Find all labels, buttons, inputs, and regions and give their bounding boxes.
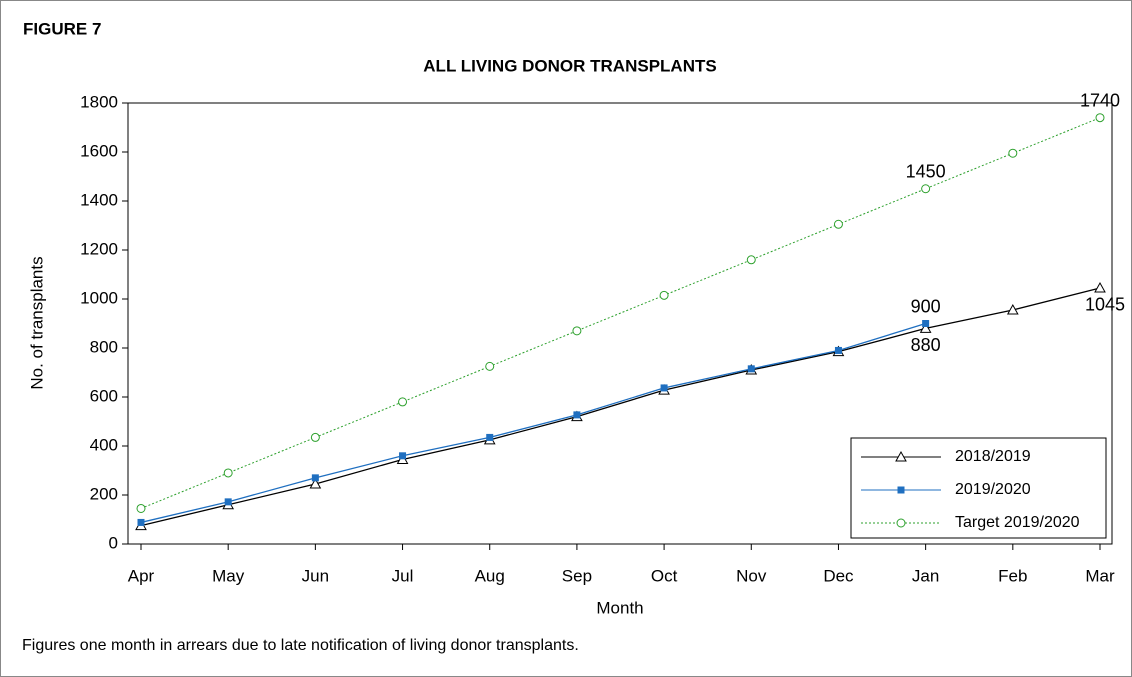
y-axis-label: No. of transplants	[27, 256, 46, 389]
y-tick-label: 400	[90, 435, 118, 454]
y-tick-label: 0	[109, 533, 118, 552]
x-tick-label: Jan	[912, 566, 939, 585]
y-tick-label: 1000	[80, 288, 118, 307]
y-tick-label: 1400	[80, 190, 118, 209]
data-point	[136, 503, 146, 513]
y-tick-label: 600	[90, 386, 118, 405]
y-tick-label: 1800	[80, 92, 118, 111]
data-point	[1008, 148, 1018, 158]
data-point	[921, 184, 931, 194]
data-point	[137, 518, 145, 526]
y-tick-label: 800	[90, 337, 118, 356]
data-point	[746, 255, 756, 265]
data-point	[919, 322, 932, 333]
data-point	[223, 468, 233, 478]
x-tick-label: Mar	[1085, 566, 1115, 585]
legend-label: 2019/2020	[955, 481, 1031, 498]
data-point	[572, 326, 582, 336]
data-label: 1045	[1085, 295, 1125, 315]
data-point	[398, 397, 408, 407]
x-tick-label: Aug	[475, 566, 505, 585]
x-axis-label: Month	[596, 598, 643, 617]
data-label: 1450	[906, 162, 946, 182]
legend-label: 2018/2019	[955, 448, 1031, 465]
legend-marker	[896, 518, 906, 528]
x-tick-label: Apr	[128, 566, 155, 585]
x-tick-label: Nov	[736, 566, 767, 585]
data-point	[309, 477, 322, 489]
data-point	[485, 361, 495, 371]
series-line	[140, 287, 1101, 527]
data-label: 900	[911, 296, 941, 316]
data-point	[834, 346, 842, 354]
figure-label: FIGURE 7	[23, 19, 101, 38]
x-tick-label: Jun	[302, 566, 329, 585]
series-line	[140, 117, 1101, 509]
data-point	[399, 452, 407, 460]
data-point	[1006, 303, 1019, 315]
series-line	[140, 322, 926, 524]
data-point	[747, 365, 755, 373]
y-tick-label: 1600	[80, 141, 118, 160]
x-tick-label: Dec	[823, 566, 854, 585]
legend-marker	[897, 486, 905, 494]
data-label: 1740	[1080, 90, 1120, 110]
legend-label: Target 2019/2020	[955, 514, 1080, 531]
x-tick-label: Feb	[998, 566, 1027, 585]
data-point	[486, 433, 494, 441]
data-point	[1095, 113, 1105, 123]
x-tick-label: Jul	[392, 566, 414, 585]
data-point	[659, 290, 669, 300]
plot-frame	[127, 102, 1113, 545]
y-tick-label: 1200	[80, 239, 118, 258]
data-point	[310, 432, 320, 442]
footnote: Figures one month in arrears due to late…	[22, 637, 579, 654]
x-tick-label: Oct	[651, 566, 678, 585]
data-point	[573, 411, 581, 419]
x-tick-label: May	[212, 566, 245, 585]
data-point	[922, 320, 930, 327]
data-point	[833, 219, 843, 229]
y-tick-label: 200	[90, 484, 118, 503]
x-tick-label: Sep	[562, 566, 592, 585]
data-label: 880	[911, 335, 941, 355]
data-point	[660, 384, 668, 392]
data-point	[311, 474, 319, 482]
legend-box	[850, 437, 1107, 539]
data-point	[224, 498, 232, 506]
legend-marker	[895, 450, 907, 462]
data-point	[1094, 281, 1106, 293]
chart-title: ALL LIVING DONOR TRANSPLANTS	[423, 56, 716, 75]
